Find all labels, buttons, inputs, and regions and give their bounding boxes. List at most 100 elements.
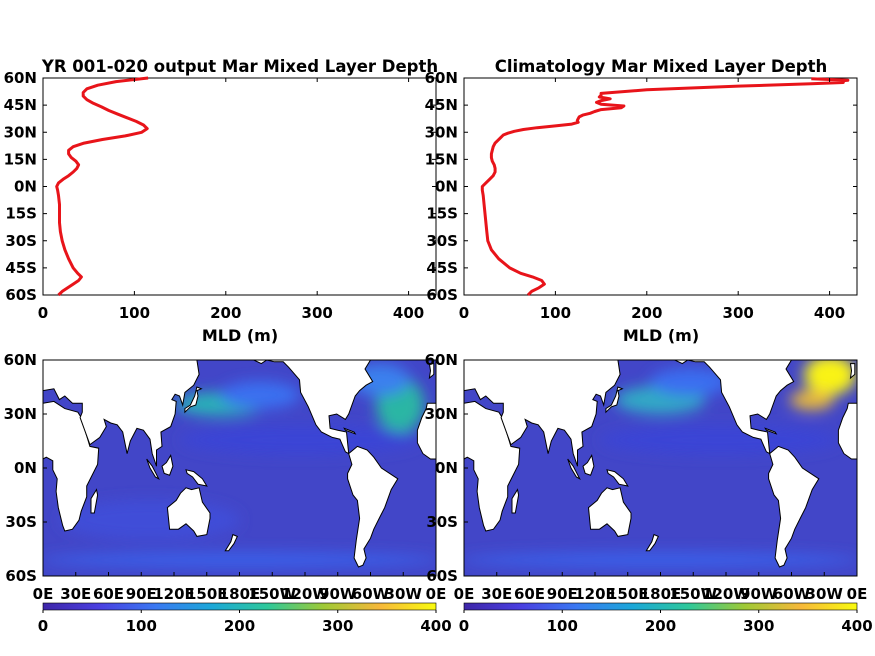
land-shape [412,349,423,353]
map-model-colorbar-tick-label: 400 [420,617,451,635]
land-shape [185,469,208,487]
map-climatology-x-tick-label: 0E [454,585,475,603]
map-field-climatology [464,360,857,568]
map-panel-climatology: 0E 30E 60E 90E120E150E180E150W120W90W60W30W… [425,349,873,635]
land-shape [606,469,629,487]
profile-model-y-tick-label: 60N [4,69,37,87]
land-shape [166,487,211,537]
map-model-x-tick-label: 150E [186,585,228,603]
profile-title-climatology: Climatology Mar Mixed Layer Depth [495,57,827,76]
profile-climatology-y-tick-label: 60S [426,286,458,304]
map-climatology-x-tick-label: 150E [607,585,649,603]
map-climatology-x-tick-label: 60E [514,585,545,603]
map-climatology-colorbar-tick-label: 0 [459,617,469,635]
profile-model-y-tick-label: 45N [4,96,37,114]
profile-climatology-y-tick-label: 45S [426,259,458,277]
land-shape [184,386,203,414]
map-model-x-tick-label: 180E [219,585,261,603]
map-model-x-tick-label: 90W [319,585,357,603]
map-model-x-tick-label: 90E [126,585,157,603]
profile-climatology-x-tick-label: 300 [723,304,754,322]
map-climatology-x-tick-label: 30W [806,585,844,603]
land-shape [567,458,581,481]
profile-title-model: YR 001-020 output Mar Mixed Layer Depth [41,57,438,76]
profile-model-x-tick-label: 100 [119,304,150,322]
land-shape [464,360,621,467]
profile-model-y-tick-label: 30N [4,123,37,141]
land-shape [428,363,435,380]
map-model-y-tick-label: 0N [14,459,37,477]
profile-model-y-tick-label: 30S [5,232,37,250]
profile-line-climatology [480,77,850,297]
map-model-y-tick-label: 60S [5,567,37,585]
map-climatology-y-tick-label: 30N [425,405,458,423]
map-climatology-x-tick-label: 120E [574,585,616,603]
profile-panel-model: YR 001-020 output Mar Mixed Layer Depth … [4,57,439,345]
map-model-y-tick-label: 30N [4,405,37,423]
profile-model-x-tick-label: 400 [393,304,424,322]
map-model-x-tick-label: 60W [352,585,390,603]
profile-xlabel-climatology: MLD (m) [623,326,699,345]
land-shape [837,402,857,460]
land-shape [605,386,624,414]
colorbar-model [42,602,437,611]
profile-xlabel-model: MLD (m) [202,326,278,345]
land-shape [347,445,399,568]
map-climatology-colorbar-tick-label: 400 [841,617,872,635]
map-model-x-tick-label: 120W [281,585,329,603]
map-model-y-tick-label: 60N [4,351,37,369]
land-shape [511,488,520,514]
land-shape [90,488,99,514]
map-climatology-y-tick-label: 0N [435,459,458,477]
land-shape [43,360,200,467]
map-model-colorbar-tick-label: 300 [322,617,353,635]
land-shape [224,533,238,552]
map-model-x-tick-label: 60E [93,585,124,603]
map-model-x-tick-label: 0E [33,585,54,603]
map-model-x-tick-label: 0E [426,585,447,603]
profile-climatology-y-tick-label: 45N [425,96,458,114]
map-climatology-x-tick-label: 180E [640,585,682,603]
profile-climatology-y-tick-label: 15N [425,150,458,168]
land-shape [464,400,521,532]
land-shape [43,400,100,532]
profile-axes-box-model [42,77,437,296]
land-shape [369,360,391,361]
colorbar-climatology [463,602,858,611]
profile-climatology-y-tick-label: 30S [426,232,458,250]
land-shape [849,363,856,380]
map-climatology-colorbar-tick-label: 200 [645,617,676,635]
profile-axes-box-climatology [463,77,858,296]
map-climatology-x-tick-label: 0E [847,585,868,603]
profile-model-x-tick-label: 0 [38,304,48,322]
profile-climatology-x-tick-label: 400 [814,304,845,322]
map-climatology-colorbar-tick-label: 100 [547,617,578,635]
land-shape [833,349,844,353]
map-model-y-tick-label: 30S [5,513,37,531]
profile-climatology-x-tick-label: 100 [540,304,571,322]
profile-model-y-tick-label: 0N [14,178,37,196]
map-climatology-x-tick-label: 30E [481,585,512,603]
land-shape [645,533,659,552]
land-shape [416,402,436,460]
profile-climatology-x-tick-label: 200 [631,304,662,322]
map-land-climatology [464,349,857,568]
land-shape [790,360,812,361]
map-model-x-tick-label: 30W [385,585,423,603]
map-model-x-tick-label: 120E [153,585,195,603]
profile-model-y-tick-label: 15S [5,205,37,223]
map-model-colorbar-tick-label: 0 [38,617,48,635]
profile-climatology-y-tick-label: 30N [425,123,458,141]
land-shape [582,454,595,476]
profile-model-x-tick-label: 300 [302,304,333,322]
map-model-x-tick-label: 150W [248,585,296,603]
profile-climatology-x-tick-label: 0 [459,304,469,322]
profile-line-model [55,76,149,297]
land-shape [768,445,820,568]
map-land-model [43,349,436,568]
map-climatology-colorbar-tick-label: 300 [743,617,774,635]
map-climatology-y-tick-label: 60N [425,351,458,369]
map-climatology-x-tick-label: 60W [773,585,811,603]
map-panel-model: 0E 30E 60E 90E120E150E180E150W120W90W60W30W… [4,349,452,635]
